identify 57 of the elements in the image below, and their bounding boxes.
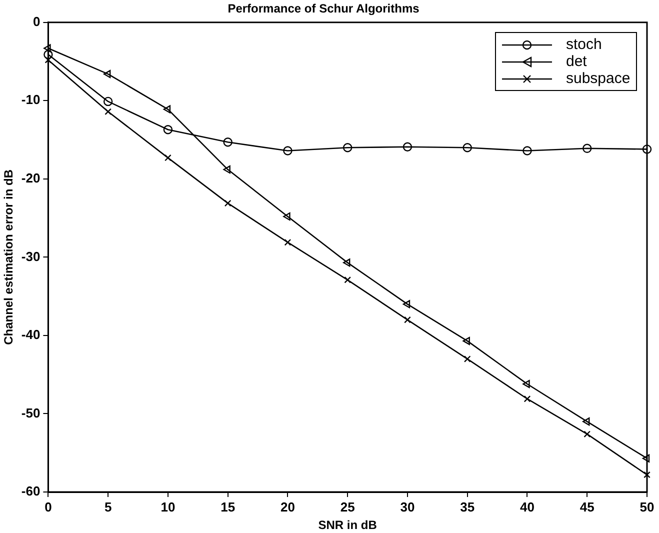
- point: [404, 316, 411, 324]
- point: [104, 108, 112, 116]
- point: [103, 96, 113, 106]
- point: [284, 238, 292, 246]
- y-tick-label: -40: [21, 327, 40, 342]
- x-tick-label: 25: [340, 499, 355, 514]
- x-tick-label: 10: [160, 499, 176, 514]
- point: [342, 143, 352, 152]
- point: [464, 356, 471, 362]
- x-axis-title: SNR in dB: [318, 518, 378, 532]
- chart-title: Performance of Schur Algorithms: [228, 2, 420, 16]
- point: [344, 276, 352, 284]
- y-tick-label: -60: [21, 484, 40, 499]
- point: [44, 56, 52, 64]
- legend-label: subspace: [566, 70, 630, 88]
- point: [402, 142, 412, 152]
- point: [582, 417, 590, 426]
- point: [402, 300, 410, 308]
- x-tick-label: 50: [640, 499, 654, 514]
- x-tick-label: 15: [220, 499, 236, 514]
- legend-label: stoch: [566, 36, 602, 54]
- x-tick-label: 40: [520, 499, 534, 514]
- x-tick-label: 30: [400, 499, 415, 514]
- x-tick-label: 0: [44, 499, 52, 514]
- point: [462, 336, 470, 346]
- x-tick-label: 45: [580, 499, 594, 514]
- y-axis-title: Channel estimation error in dB: [2, 169, 16, 345]
- point: [642, 144, 652, 154]
- point: [522, 146, 532, 156]
- point: [163, 105, 171, 114]
- x-tick-label: 35: [460, 499, 475, 514]
- y-tick-label: -30: [21, 248, 40, 264]
- point: [283, 212, 290, 221]
- x-tick-label: 5: [104, 499, 112, 514]
- point: [103, 70, 111, 78]
- point: [223, 165, 230, 174]
- y-tick-label: 0: [32, 14, 40, 29]
- point: [283, 146, 292, 156]
- point: [44, 44, 51, 52]
- y-tick-label: -20: [21, 170, 40, 186]
- point: [524, 395, 531, 402]
- point: [644, 471, 650, 478]
- point: [164, 154, 172, 162]
- y-tick-label: -10: [21, 92, 40, 108]
- x-tick-label: 20: [280, 499, 295, 514]
- point: [642, 454, 650, 462]
- point: [584, 430, 591, 438]
- point: [44, 50, 53, 60]
- point: [582, 144, 592, 154]
- y-tick-label: -50: [21, 405, 40, 420]
- legend-label: det: [566, 53, 587, 70]
- point: [163, 125, 173, 134]
- point: [462, 143, 472, 152]
- point: [224, 200, 232, 207]
- point: [342, 258, 350, 267]
- point: [522, 380, 530, 388]
- point: [223, 138, 232, 147]
